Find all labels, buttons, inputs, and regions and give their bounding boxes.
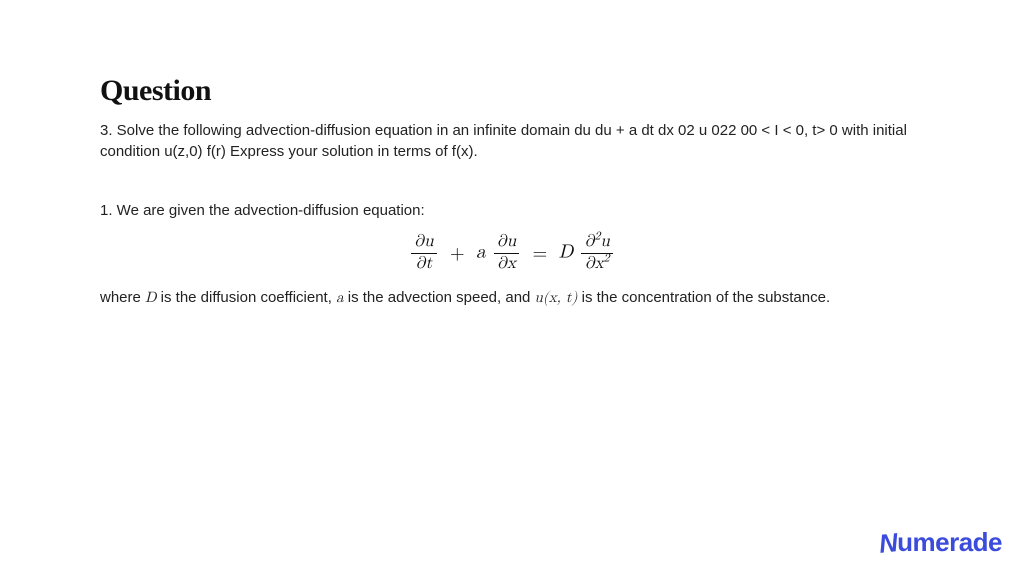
fraction-du-dx: ∂u ∂x <box>494 233 519 273</box>
denominator: ∂x2 <box>581 254 612 274</box>
numerade-logo: Numerade <box>879 527 1002 558</box>
text: is the diffusion coefficient, <box>157 289 337 306</box>
numerator: ∂2u <box>581 233 612 254</box>
denominator: ∂t <box>411 254 436 274</box>
step-text: 1. We are given the advection-diffusion … <box>100 200 924 221</box>
text: is the advection speed, and <box>344 289 535 306</box>
followup-text: where D is the diffusion coefficient, a … <box>100 287 924 308</box>
logo-rest: umerade <box>897 527 1002 557</box>
text: is the concentration of the substance. <box>577 289 830 306</box>
spacer <box>100 170 924 200</box>
var-u: u(x, t) <box>535 290 578 305</box>
coef-a: a <box>476 242 486 261</box>
numerator: ∂u <box>494 233 519 254</box>
question-text: 3. Solve the following advection-diffusi… <box>100 120 924 162</box>
question-heading: Question <box>100 74 924 108</box>
page-content: Question 3. Solve the following advectio… <box>0 0 1024 308</box>
logo-swash-n: N <box>877 527 898 560</box>
fraction-d2u-dx2: ∂2u ∂x2 <box>581 233 612 273</box>
plus-operator: + <box>450 242 465 265</box>
coef-D: D <box>559 242 574 261</box>
fraction-du-dt: ∂u ∂t <box>411 233 436 273</box>
equals-operator: = <box>533 242 548 265</box>
numerator: ∂u <box>411 233 436 254</box>
text: where <box>100 289 145 306</box>
denominator: ∂x <box>494 254 519 274</box>
var-D: D <box>145 290 156 305</box>
var-a: a <box>336 290 344 305</box>
equation: ∂u ∂t + a ∂u ∂x = D ∂2u ∂x2 <box>100 233 924 273</box>
